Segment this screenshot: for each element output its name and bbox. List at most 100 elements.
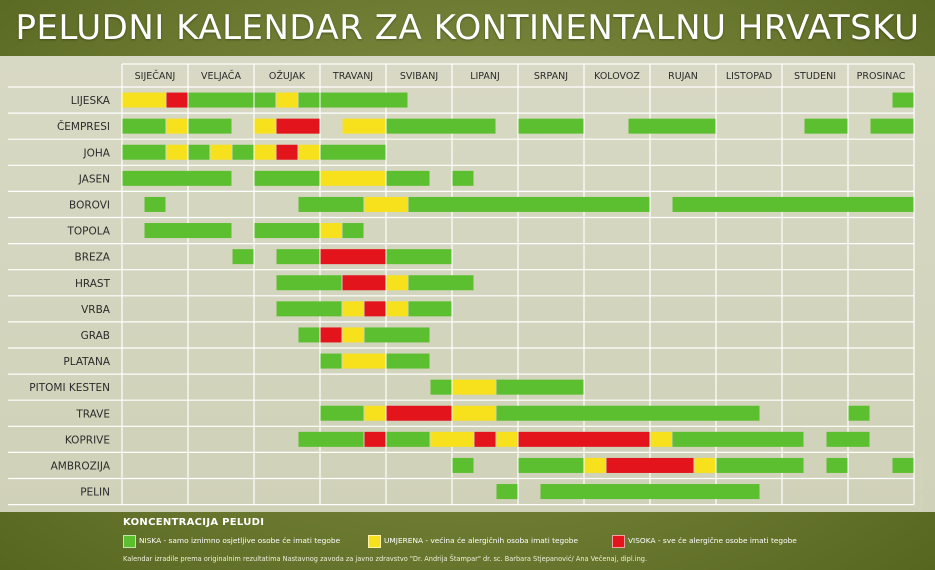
pollen-bar-niska xyxy=(188,92,254,108)
pollen-bar-umjerena xyxy=(496,431,518,447)
month-header: TRAVANJ xyxy=(332,71,373,82)
plant-label: KOPRIVE xyxy=(65,434,110,446)
pollen-bar-umjerena xyxy=(342,118,386,134)
pollen-bar-niska xyxy=(386,118,496,134)
pollen-bar-umjerena xyxy=(342,327,364,343)
plant-label: PELIN xyxy=(80,487,110,499)
pollen-bar-niska xyxy=(892,92,914,108)
pollen-bar-niska xyxy=(804,118,848,134)
plant-label: BREZA xyxy=(74,252,110,264)
pollen-bar-umjerena xyxy=(364,196,408,212)
pollen-bar-niska xyxy=(452,457,474,473)
pollen-bar-umjerena xyxy=(320,170,386,186)
pollen-bar-visoka xyxy=(342,275,386,291)
pollen-bar-visoka xyxy=(320,327,342,343)
pollen-bar-umjerena xyxy=(298,144,320,160)
pollen-bar-umjerena xyxy=(694,457,716,473)
pollen-bar-niska xyxy=(716,457,804,473)
pollen-bar-niska xyxy=(892,457,914,473)
pollen-bar-niska xyxy=(672,196,914,212)
month-header: SRPANJ xyxy=(534,71,568,82)
pollen-bar-visoka xyxy=(276,118,320,134)
pollen-bar-niska xyxy=(188,144,210,160)
pollen-bar-niska xyxy=(144,223,232,239)
pollen-bar-niska xyxy=(826,431,870,447)
plant-label: TOPOLA xyxy=(66,226,110,238)
pollen-bar-visoka xyxy=(166,92,188,108)
month-header: STUDENI xyxy=(794,71,836,82)
pollen-bar-umjerena xyxy=(320,223,342,239)
legend-label-niska: NISKA - samo iznimno osjetljive osobe će… xyxy=(139,536,341,545)
plant-label: ČEMPRESI xyxy=(57,120,110,133)
pollen-bar-visoka xyxy=(320,249,386,265)
legend-title: KONCENTRACIJA PELUDI xyxy=(123,517,265,528)
pollen-bar-niska xyxy=(672,431,804,447)
pollen-bar-niska xyxy=(188,118,232,134)
pollen-bar-niska xyxy=(122,118,166,134)
pollen-bar-umjerena xyxy=(452,379,496,395)
pollen-bar-niska xyxy=(276,301,342,317)
plant-label: AMBROZIJA xyxy=(51,460,111,472)
month-header: LIPANJ xyxy=(470,71,500,82)
pollen-bar-niska xyxy=(232,249,254,265)
pollen-bar-visoka xyxy=(474,431,496,447)
pollen-bar-niska xyxy=(452,170,474,186)
pollen-calendar-chart: SIJEČANJ VELJAČA OŽUJAK TRAVANJ SVIBANJ LIPAN… xyxy=(8,63,915,506)
pollen-bar-niska xyxy=(298,92,320,108)
pollen-bar-niska xyxy=(232,144,254,160)
legend-label-umjerena: UMJERENA - većina će alergičnih osoba im… xyxy=(384,536,579,545)
pollen-bar-niska xyxy=(298,431,364,447)
pollen-bar-umjerena xyxy=(386,275,408,291)
pollen-bar-niska xyxy=(342,223,364,239)
plant-label: TRAVE xyxy=(75,408,110,420)
pollen-bar-niska xyxy=(276,249,320,265)
month-header: RUJAN xyxy=(668,71,698,82)
pollen-bar-niska xyxy=(496,484,518,500)
pollen-bar-umjerena xyxy=(254,144,276,160)
pollen-bar-niska xyxy=(320,92,408,108)
pollen-bar-niska xyxy=(364,327,430,343)
pollen-bar-niska xyxy=(254,92,276,108)
pollen-bar-niska xyxy=(254,223,320,239)
pollen-bar-visoka xyxy=(364,301,386,317)
plant-label: JASEN xyxy=(78,173,110,185)
plant-label: VRBA xyxy=(81,304,111,316)
pollen-bar-niska xyxy=(386,170,430,186)
month-header: SIJEČANJ xyxy=(135,70,176,82)
pollen-bar-umjerena xyxy=(650,431,672,447)
pollen-bar-umjerena xyxy=(364,405,386,421)
pollen-bar-umjerena xyxy=(386,301,408,317)
pollen-bar-visoka xyxy=(518,431,650,447)
pollen-bar-niska xyxy=(122,144,166,160)
pollen-bar-niska xyxy=(518,457,584,473)
pollen-bar-umjerena xyxy=(122,92,166,108)
plant-label: BOROVI xyxy=(69,199,110,211)
pollen-bar-niska xyxy=(298,196,364,212)
plant-label: JOHA xyxy=(83,147,111,159)
pollen-bar-umjerena xyxy=(166,118,188,134)
legend-label-visoka: VISOKA - sve će alergične osobe imati te… xyxy=(628,536,797,545)
footnote: Kalendar izradile prema originalnim rezu… xyxy=(123,555,648,563)
pollen-bar-niska xyxy=(408,196,650,212)
pollen-bar-umjerena xyxy=(342,353,386,369)
pollen-bar-umjerena xyxy=(254,118,276,134)
pollen-bar-niska xyxy=(496,379,584,395)
month-header: SVIBANJ xyxy=(400,71,438,82)
pollen-bar-niska xyxy=(276,275,342,291)
plant-label: PLATANA xyxy=(63,356,110,368)
month-header: VELJAČA xyxy=(201,70,241,82)
pollen-bar-umjerena xyxy=(430,431,474,447)
pollen-bar-niska xyxy=(826,457,848,473)
pollen-bar-umjerena xyxy=(210,144,232,160)
pollen-bar-visoka xyxy=(386,405,452,421)
pollen-bar-niska xyxy=(320,144,386,160)
page-title: PELUDNI KALENDAR ZA KONTINENTALNU HRVATS… xyxy=(15,8,920,48)
pollen-bar-visoka xyxy=(276,144,298,160)
pollen-bar-niska xyxy=(870,118,914,134)
plant-label: PITOMI KESTEN xyxy=(29,382,110,394)
pollen-bar-niska xyxy=(848,405,870,421)
pollen-bar-niska xyxy=(320,353,342,369)
pollen-bar-niska xyxy=(144,196,166,212)
pollen-bar-niska xyxy=(408,275,474,291)
legend-swatch-visoka xyxy=(612,535,625,548)
